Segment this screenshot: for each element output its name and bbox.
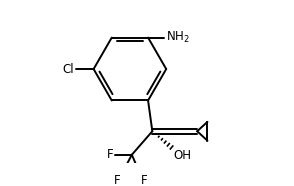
Text: OH: OH: [174, 149, 192, 162]
Text: F: F: [114, 174, 121, 186]
Text: F: F: [141, 174, 148, 186]
Text: NH$_2$: NH$_2$: [166, 30, 190, 45]
Text: F: F: [106, 148, 113, 161]
Text: Cl: Cl: [62, 62, 74, 76]
